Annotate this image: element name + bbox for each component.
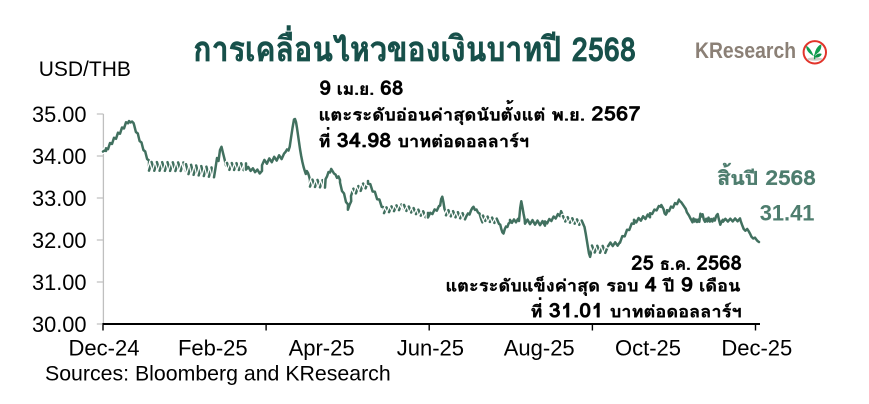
- svg-text:34.00: 34.00: [32, 144, 87, 169]
- svg-text:Dec-24: Dec-24: [69, 336, 140, 361]
- svg-text:Sources: Bloomberg and KResear: Sources: Bloomberg and KResearch: [45, 361, 391, 385]
- svg-text:Apr-25: Apr-25: [289, 336, 355, 361]
- svg-text:Feb-25: Feb-25: [178, 336, 248, 361]
- svg-text:32.00: 32.00: [32, 228, 87, 253]
- svg-text:Jun-25: Jun-25: [397, 336, 464, 361]
- svg-text:Dec-25: Dec-25: [721, 336, 792, 361]
- svg-text:Aug-25: Aug-25: [504, 336, 575, 361]
- svg-text:KResearch: KResearch: [695, 38, 796, 63]
- svg-text:USD/THB: USD/THB: [39, 58, 131, 81]
- svg-text:Oct-25: Oct-25: [615, 336, 681, 361]
- svg-text:35.00: 35.00: [32, 102, 87, 127]
- svg-text:31.41: 31.41: [760, 200, 815, 225]
- svg-text:33.00: 33.00: [32, 186, 87, 211]
- svg-text:31.00: 31.00: [32, 270, 87, 295]
- svg-text:30.00: 30.00: [32, 312, 87, 337]
